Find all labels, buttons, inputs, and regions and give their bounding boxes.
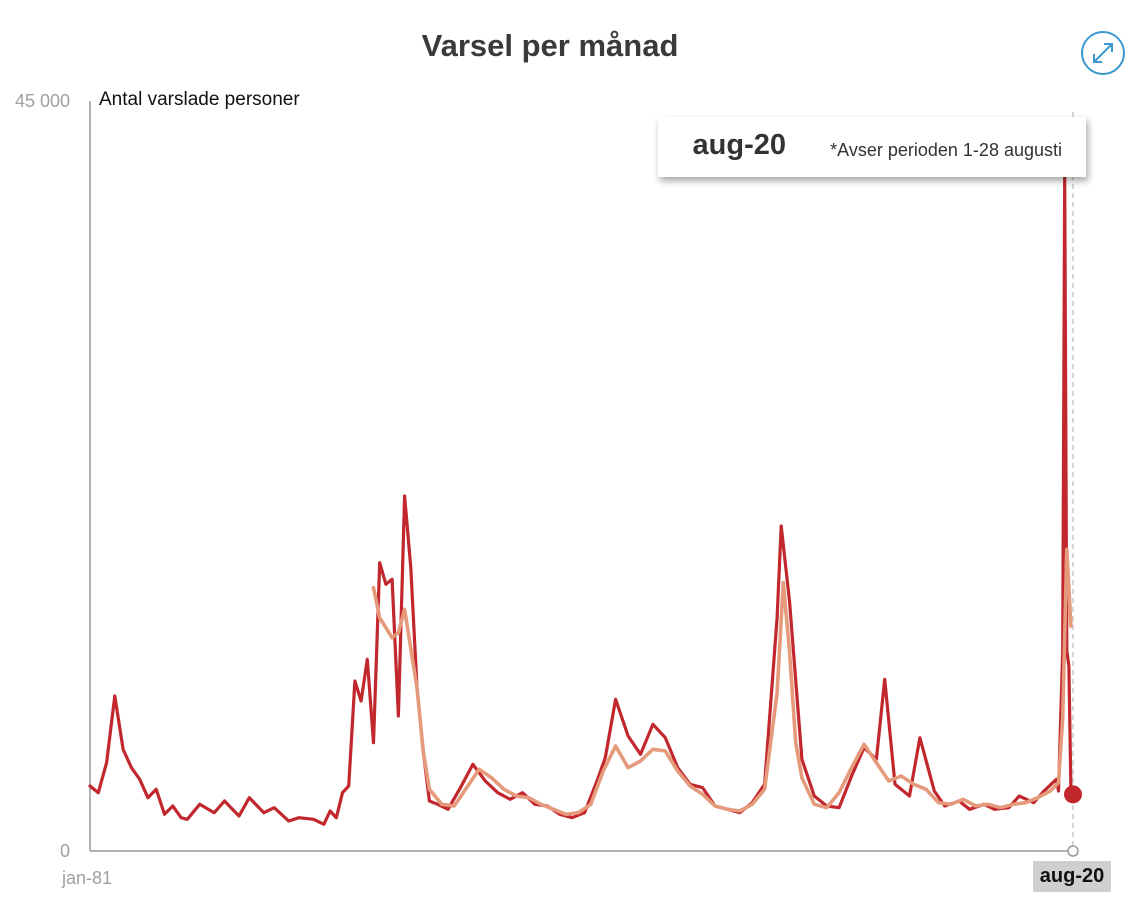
x-tick-label-start: jan-81 xyxy=(61,868,112,888)
x-axis-hover-marker xyxy=(1067,845,1079,857)
tooltip-date: aug-20 xyxy=(692,129,786,161)
y-tick-label-max: 45 000 xyxy=(15,91,70,111)
last-point-marker[interactable] xyxy=(1064,785,1082,804)
tooltip: aug-20 *Avser perioden 1-28 augusti xyxy=(658,117,1086,177)
series-line-monthly xyxy=(88,174,1075,826)
expand-icon[interactable] xyxy=(1080,30,1126,76)
y-tick-label-zero: 0 xyxy=(60,841,70,861)
x-tick-label-end: aug-20 xyxy=(1033,861,1111,892)
chart-title: Varsel per månad xyxy=(421,28,679,63)
y-axis-title: Antal varslade personer xyxy=(99,89,300,110)
tooltip-note: *Avser perioden 1-28 augusti xyxy=(830,140,1062,160)
series-line-trend xyxy=(371,547,1073,817)
